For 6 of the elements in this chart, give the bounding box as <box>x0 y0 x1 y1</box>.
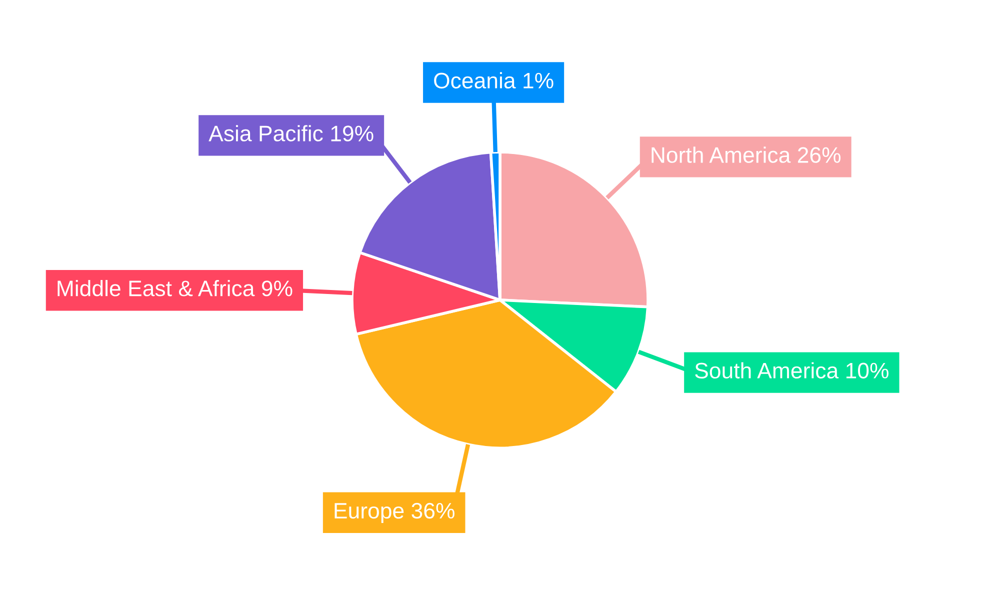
slice-label: Europe 36% <box>334 502 454 524</box>
slice-label: North America 26% <box>652 146 841 163</box>
slice-label: Oceania 1% <box>434 72 554 89</box>
slice-label: Asia Pacific 19% <box>208 125 374 142</box>
slice-label: South America 10% <box>695 362 888 379</box>
slice-label: Middle East & Africa 9% <box>58 280 292 296</box>
